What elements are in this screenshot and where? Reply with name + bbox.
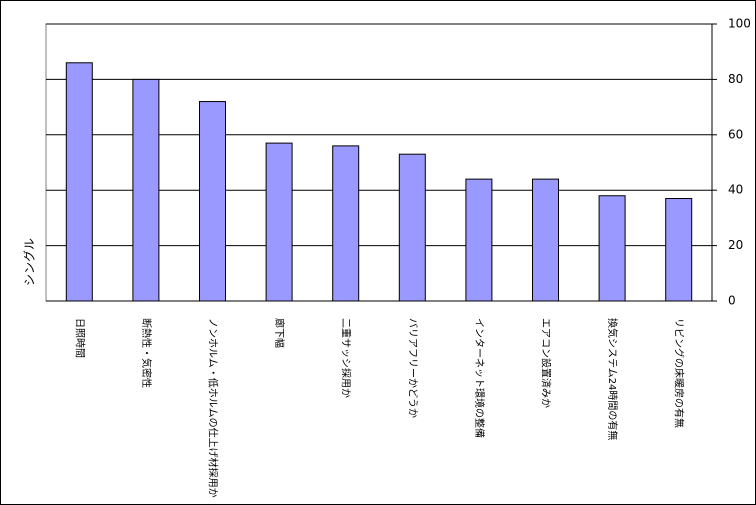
y-tick-label: 80 (728, 72, 743, 86)
x-tick-label: 日照時間 (73, 318, 85, 358)
y-tick-label: 60 (728, 127, 743, 141)
bar (132, 78, 160, 302)
bar (199, 101, 226, 302)
bar (532, 178, 559, 302)
x-tick-label: 二重サッシ採用か (340, 318, 353, 398)
x-tick-label: 廊下幅 (273, 318, 286, 348)
x-tick-label: バリアフリーかどうか (406, 318, 418, 418)
y-tick-label: 20 (728, 238, 743, 252)
x-tick-label: 断熱性・気密性 (140, 318, 153, 388)
x-tick-label: リビングの床暖房の有無 (673, 318, 686, 428)
x-tick-label: ノンホルム・低ホルムの仕上げ材採用か (207, 318, 220, 498)
y-axis-label: シングル (23, 238, 37, 286)
y-tick-label: 0 (728, 294, 736, 308)
bar (598, 195, 626, 302)
y-tick-label: 40 (728, 183, 743, 197)
bar (332, 145, 360, 302)
x-tick-label: インターネット環境の整備 (473, 318, 486, 438)
bar (265, 142, 293, 302)
bar (665, 198, 693, 302)
y-tick-label: 100 (728, 17, 751, 31)
x-tick-label: エアコン設置済みか (540, 318, 553, 408)
x-tick-label: 換気システム24時間の有無 (606, 318, 619, 440)
bar (465, 178, 493, 302)
bar (65, 62, 93, 302)
bar (398, 153, 426, 302)
